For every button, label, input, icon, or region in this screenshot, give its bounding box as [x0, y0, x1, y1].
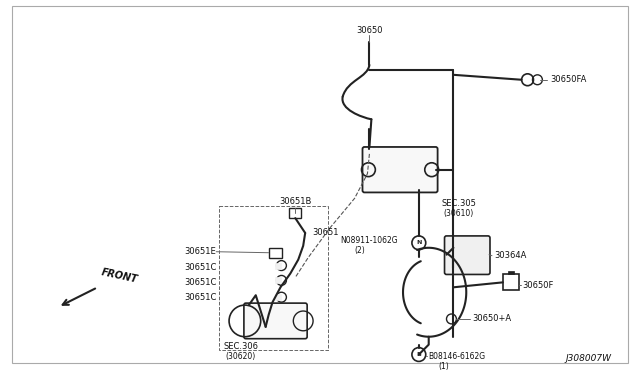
Text: N: N: [416, 240, 422, 245]
Text: 30651E: 30651E: [184, 247, 216, 256]
Text: 30650+A: 30650+A: [472, 314, 511, 323]
Text: 30651C: 30651C: [184, 278, 216, 287]
Text: FRONT: FRONT: [100, 267, 139, 284]
Text: (30610): (30610): [444, 209, 474, 218]
Text: 30650FA: 30650FA: [550, 75, 587, 84]
Bar: [275, 294, 282, 300]
Text: 30650F: 30650F: [523, 281, 554, 290]
Bar: [275, 263, 282, 269]
FancyBboxPatch shape: [445, 236, 490, 275]
Bar: [289, 208, 301, 218]
Text: (1): (1): [438, 362, 449, 371]
Text: 30364A: 30364A: [494, 251, 526, 260]
Text: (30620): (30620): [226, 352, 256, 361]
Text: (2): (2): [355, 246, 365, 255]
Text: 30650: 30650: [356, 26, 383, 35]
Text: SEC.305: SEC.305: [442, 199, 476, 208]
Bar: [508, 270, 514, 275]
Text: 30651C: 30651C: [184, 293, 216, 302]
Text: SEC.306: SEC.306: [223, 342, 259, 351]
Text: B08146-6162G: B08146-6162G: [429, 352, 486, 361]
Text: N08911-1062G: N08911-1062G: [340, 236, 397, 246]
Bar: [503, 275, 518, 290]
Text: J308007W: J308007W: [566, 354, 612, 363]
Text: 30651C: 30651C: [184, 263, 216, 272]
Bar: [269, 248, 282, 258]
Bar: [275, 278, 282, 283]
FancyBboxPatch shape: [244, 303, 307, 339]
Text: B: B: [417, 352, 421, 357]
Text: 30651: 30651: [312, 228, 339, 237]
Text: 30651B: 30651B: [279, 197, 312, 206]
FancyBboxPatch shape: [362, 147, 438, 192]
